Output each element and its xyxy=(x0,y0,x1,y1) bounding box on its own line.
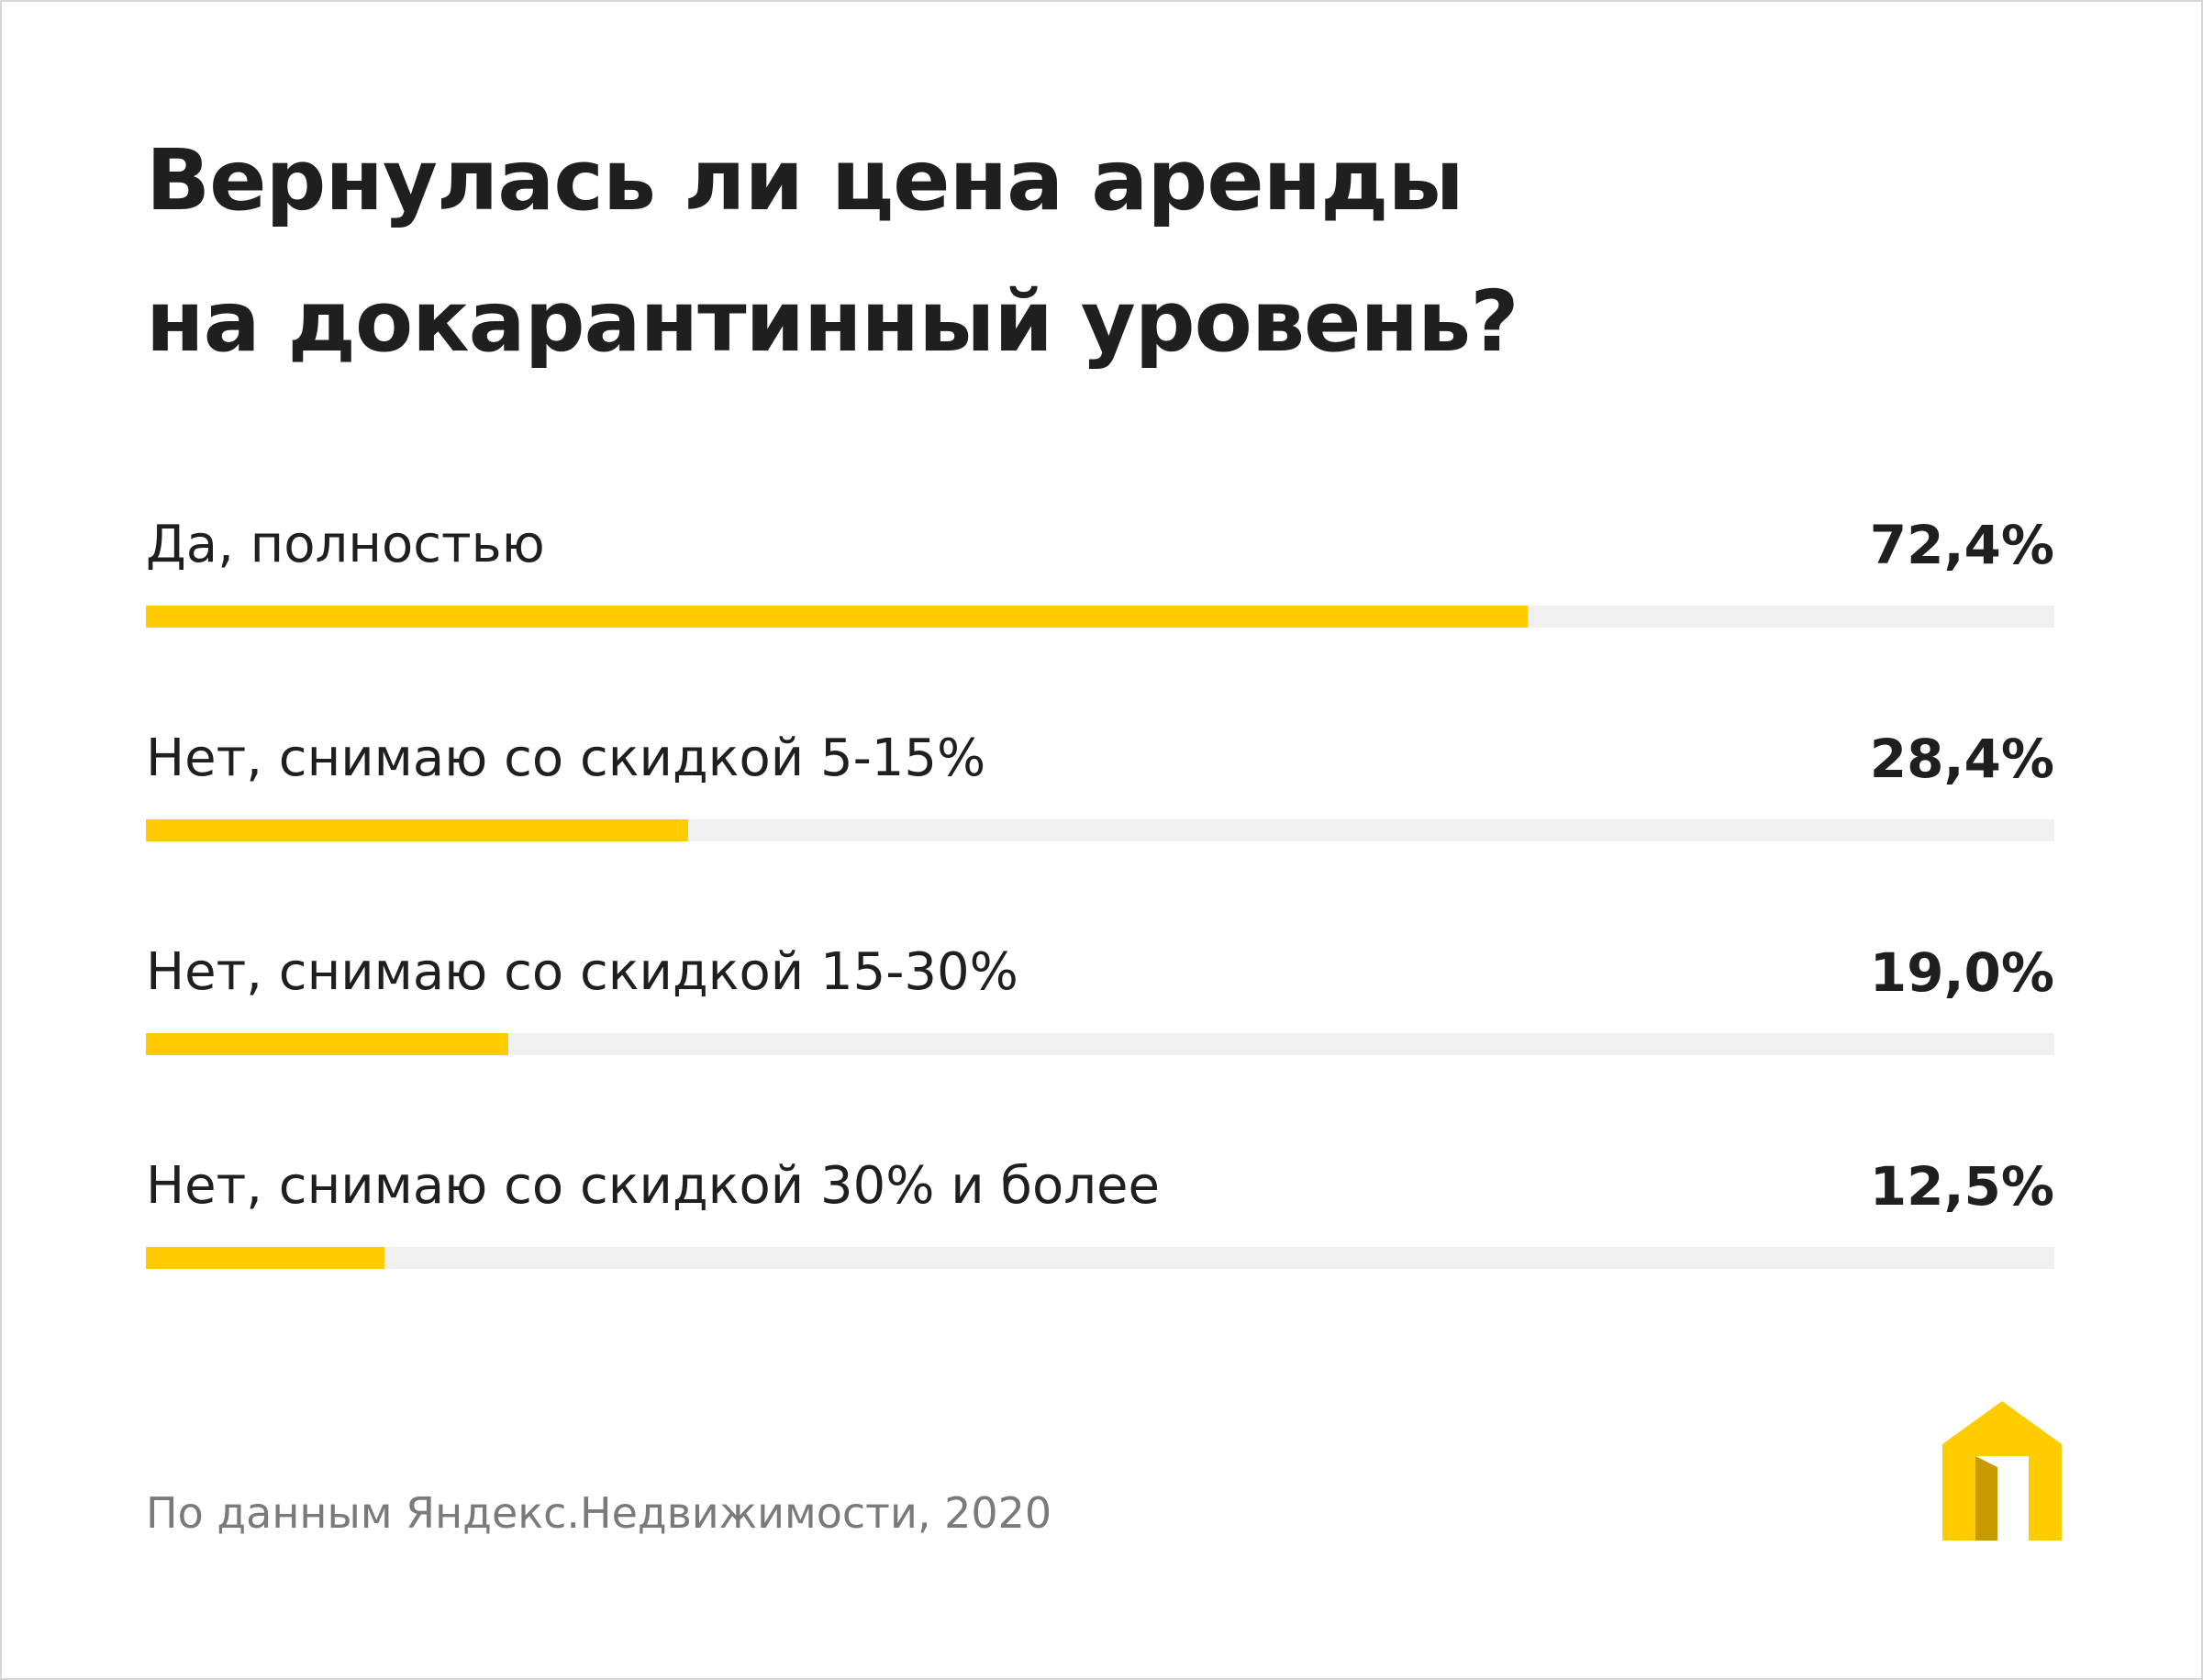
bar xyxy=(146,819,688,841)
bar-row: Нет, снимаю со скидкой 15-30% 19,0% xyxy=(146,936,2054,1074)
title-line-1: Вернулась ли цена аренды xyxy=(146,131,1464,229)
value-label: 72,4% xyxy=(1869,514,2054,576)
bar-row: Нет, снимаю со скидкой 30% и более 12,5% xyxy=(146,1150,2054,1287)
bar-row: Нет, снимаю со скидкой 5-15% 28,4% xyxy=(146,722,2054,860)
bar-track xyxy=(146,819,2054,841)
bar-track xyxy=(146,1033,2054,1055)
category-label: Да, полностью xyxy=(146,515,545,574)
value-label: 28,4% xyxy=(1869,728,2054,790)
value-label: 19,0% xyxy=(1869,941,2054,1004)
bar xyxy=(146,606,1528,628)
bar xyxy=(146,1247,384,1269)
title-line-2: на докарантинный уровень? xyxy=(146,273,1519,371)
source-note: По данным Яндекс.Недвижимости, 2020 xyxy=(146,1488,1052,1538)
house-door xyxy=(1975,1456,1997,1541)
bar-track xyxy=(146,606,2054,628)
chart-title: Вернулась ли цена аренды на докарантинны… xyxy=(146,110,1889,393)
bar-row: Да, полностью 72,4% xyxy=(146,508,2054,646)
category-label: Нет, снимаю со скидкой 30% и более xyxy=(146,1156,1160,1216)
bar-track xyxy=(146,1247,2054,1269)
category-label: Нет, снимаю со скидкой 5-15% xyxy=(146,729,986,788)
house-icon xyxy=(1942,1401,2062,1541)
value-label: 12,5% xyxy=(1869,1155,2054,1218)
house-body xyxy=(1942,1401,2062,1541)
category-label: Нет, снимаю со скидкой 15-30% xyxy=(146,942,1018,1002)
bar xyxy=(146,1033,509,1055)
